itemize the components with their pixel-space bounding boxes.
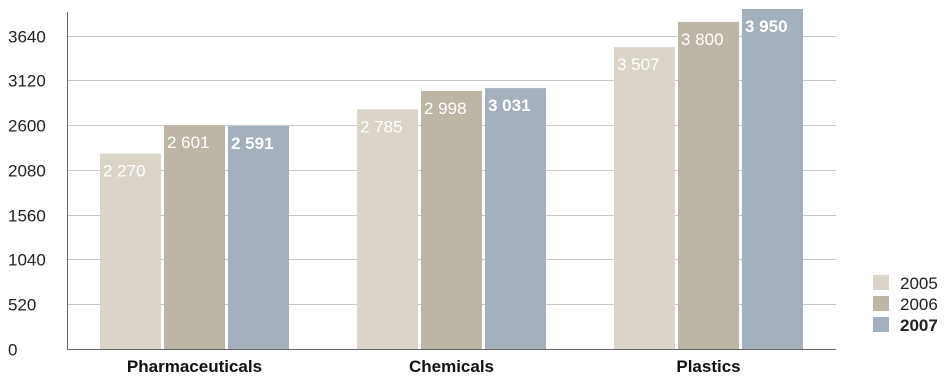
- data-label: 2 998: [424, 99, 467, 118]
- y-axis-ticks: 0 520 1040 1560 2080 2600 3120 3640: [8, 28, 46, 360]
- bar: [100, 153, 161, 349]
- data-label: 2 270: [103, 162, 146, 181]
- data-label: 2 601: [167, 133, 210, 152]
- y-tick-label: 1560: [8, 207, 46, 226]
- y-tick-label: 520: [8, 296, 36, 315]
- data-label: 3 800: [681, 30, 724, 49]
- legend-swatch: [873, 296, 889, 311]
- data-label: 3 950: [745, 17, 788, 36]
- legend-label: 2007: [900, 316, 938, 335]
- legend-swatch: [873, 317, 889, 332]
- legend-label: 2005: [900, 274, 938, 293]
- y-tick-label: 0: [8, 341, 17, 360]
- y-tick-label: 3120: [8, 72, 46, 91]
- legend-label: 2006: [900, 295, 938, 314]
- bar: [614, 47, 675, 349]
- axes: [67, 12, 836, 350]
- bar: [742, 9, 803, 349]
- bar: [485, 88, 546, 350]
- bar: [421, 90, 482, 349]
- data-label: 3 031: [488, 96, 531, 115]
- legend-swatch: [873, 275, 889, 290]
- data-label: 3 507: [617, 55, 660, 74]
- category-label: Plastics: [676, 357, 740, 376]
- y-tick-label: 1040: [8, 251, 46, 270]
- y-tick-label: 3640: [8, 28, 46, 47]
- category-label: Chemicals: [409, 357, 494, 376]
- bars: [100, 9, 803, 350]
- category-label: Pharmaceuticals: [127, 357, 262, 376]
- bar: [228, 125, 289, 349]
- data-label: 2 591: [231, 134, 274, 153]
- category-labels: Pharmaceuticals Chemicals Plastics: [127, 357, 741, 376]
- bar: [164, 125, 225, 349]
- y-tick-label: 2080: [8, 162, 46, 181]
- bar: [357, 109, 418, 350]
- bar: [678, 21, 739, 350]
- legend: 2005 2006 2007: [873, 274, 938, 335]
- y-tick-label: 2600: [8, 117, 46, 136]
- data-label: 2 785: [360, 117, 403, 136]
- data-labels: 2 270 2 601 2 591 2 785 2 998 3 031 3 507 3 800…: [103, 17, 788, 181]
